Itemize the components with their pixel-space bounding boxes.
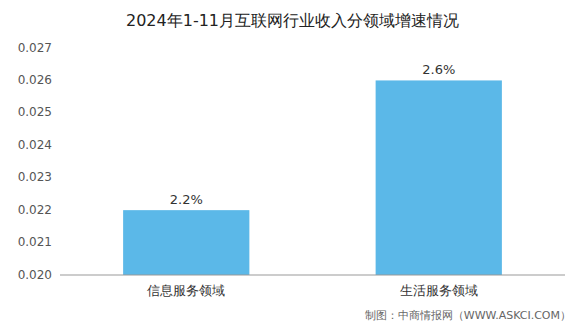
y-tick-label: 0.026 xyxy=(18,73,52,87)
y-tick-label: 0.025 xyxy=(18,105,52,119)
y-tick-label: 0.023 xyxy=(18,170,52,184)
y-axis: 0.020 0.021 0.022 0.023 0.024 0.025 0.026 0.027 xyxy=(18,41,52,282)
chart-title: 2024年1-11月互联网行业收入分领域增速情况 xyxy=(126,11,459,30)
chart-svg: 2024年1-11月互联网行业收入分领域增速情况0.0200.0210.0220… xyxy=(0,0,585,327)
x-tick-label: 信息服务领域 xyxy=(147,283,225,298)
chart-container: 2024年1-11月互联网行业收入分领域增速情况0.0200.0210.0220… xyxy=(0,0,585,327)
bar xyxy=(376,80,502,275)
data-label: 2.2% xyxy=(170,192,203,207)
bars xyxy=(123,80,502,275)
bar xyxy=(123,210,249,275)
y-tick-label: 0.027 xyxy=(18,41,52,55)
data-label: 2.6% xyxy=(422,62,455,77)
y-tick-label: 0.021 xyxy=(18,235,52,249)
footer-note: 制图：中商情报网（WWW.ASKCI.COM） xyxy=(365,309,571,322)
x-tick-label: 生活服务领域 xyxy=(400,283,478,298)
y-tick-label: 0.022 xyxy=(18,203,52,217)
y-tick-label: 0.024 xyxy=(18,138,52,152)
x-axis-line xyxy=(60,275,565,276)
y-tick-label: 0.020 xyxy=(18,268,52,282)
